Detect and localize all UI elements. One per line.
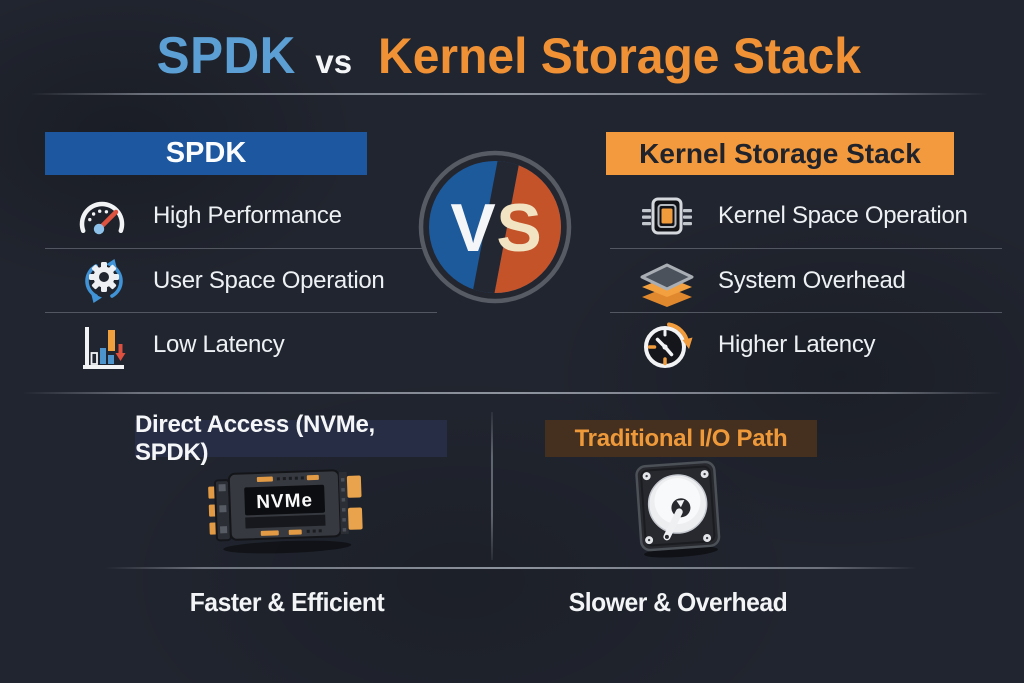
page-title: SPDK vs Kernel Storage Stack [0, 26, 1024, 86]
feature-label: System Overhead [718, 266, 906, 294]
feature-label: Low Latency [153, 330, 285, 358]
direct-access-label: Direct Access (NVMe, SPDK) [135, 410, 375, 466]
cpu-chip-icon [638, 187, 696, 245]
layers-icon [638, 252, 696, 310]
feature-row-system-overhead: System Overhead [610, 248, 1002, 312]
vs-letter-s: S [496, 190, 541, 266]
caption-slower-overhead: Slower & Overhead [568, 587, 788, 617]
title-kernel: Kernel Storage Stack [378, 28, 862, 84]
feature-row-kernel-space: Kernel Space Operation [610, 184, 1002, 248]
vs-letter-v: V [450, 190, 495, 266]
caption-faster-efficient: Faster & Efficient [189, 587, 385, 617]
traditional-io-label: Traditional I/O Path [574, 424, 788, 452]
divider-top [30, 93, 988, 95]
kernel-header-banner: Kernel Storage Stack [606, 132, 954, 175]
feature-row-user-space: User Space Operation [45, 248, 437, 312]
feature-row-low-latency: Low Latency [45, 312, 437, 376]
title-spdk: SPDK [156, 27, 296, 85]
feature-row-high-performance: High Performance [45, 184, 437, 248]
title-vs: vs [315, 43, 353, 80]
bar-chart-arrow-down-icon [73, 316, 131, 374]
direct-access-label-box: Direct Access (NVMe, SPDK) [135, 411, 447, 466]
traditional-io-label-box: Traditional I/O Path [545, 420, 817, 457]
divider-vertical [491, 412, 493, 560]
divider-middle [22, 392, 1002, 394]
feature-row-higher-latency: Higher Latency [610, 312, 1002, 376]
nvme-device-text: NVMe [256, 490, 313, 513]
divider-lower [105, 567, 917, 569]
feature-label: Higher Latency [718, 330, 876, 358]
feature-label: High Performance [153, 202, 342, 229]
clock-arrow-icon [638, 316, 696, 374]
gear-sync-icon [73, 252, 131, 310]
nvme-ssd-illustration: NVMe [208, 466, 366, 556]
kernel-header-label: Kernel Storage Stack [639, 137, 921, 169]
spdk-feature-list: High Performance [45, 184, 437, 376]
hdd-illustration [630, 459, 726, 559]
spdk-header-label: SPDK [165, 137, 247, 169]
feature-label: Kernel Space Operation [718, 202, 968, 229]
feature-label: User Space Operation [153, 266, 385, 294]
spdk-header-banner: SPDK [45, 132, 367, 175]
vs-badge: V S [416, 148, 574, 306]
speedometer-icon [73, 187, 131, 245]
kernel-feature-list: Kernel Space Operation System Overhead [610, 184, 1002, 376]
